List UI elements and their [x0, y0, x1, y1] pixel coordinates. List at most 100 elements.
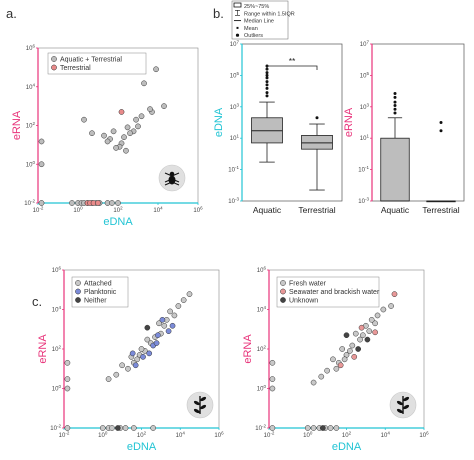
box-aquatic-outlier: [393, 95, 397, 99]
box-aquatic-outlier: [265, 86, 269, 90]
insect-silhouette-icon: [164, 171, 180, 186]
data-point-attached: [64, 359, 71, 366]
y-tick-label: 103: [360, 102, 370, 111]
data-point-aquatic-terrestrial: [38, 161, 45, 168]
legend-box: [47, 52, 147, 75]
data-point-fresh-water: [347, 348, 353, 354]
data-point-unknown: [355, 346, 362, 352]
x-axis-label: eDNA: [332, 441, 362, 453]
legend-entry-aquatic-terrestrial: Aquatic + Terrestrial: [60, 57, 122, 64]
data-point-seawater-and-brackish-water: [372, 329, 378, 336]
y-axis-label: eRNA: [37, 334, 49, 364]
box-aquatic-outlier: [265, 80, 269, 84]
insect-leg: [171, 178, 180, 183]
y-tick-label: 10-1: [228, 165, 239, 174]
legend-entry-planktonic: Planktonic: [84, 289, 117, 296]
box-aquatic-outlier: [265, 83, 269, 87]
y-tick-label: 107: [230, 40, 240, 49]
data-point-attached: [186, 291, 193, 297]
data-point-attached: [130, 425, 137, 431]
legend-marker-attached: [75, 280, 81, 286]
data-point-attached: [150, 425, 157, 431]
legend-range-symbol: [235, 10, 240, 16]
y-tick-label: 10-3: [228, 197, 239, 206]
insect-leg: [171, 181, 180, 186]
data-point-aquatic-terrestrial: [138, 113, 145, 120]
x-tick-label: 106: [419, 431, 429, 440]
data-point-planktonic: [132, 362, 139, 369]
y-tick-label: 106: [26, 44, 36, 53]
data-point-fresh-water: [269, 385, 276, 392]
legend-entry-25-75: 25%~75%: [244, 4, 269, 10]
data-point-fresh-water: [380, 306, 387, 313]
box-terrestrial-outlier: [315, 116, 319, 120]
data-point-planktonic: [165, 328, 172, 335]
data-point-fresh-water: [333, 425, 340, 431]
box-aquatic-outlier: [265, 71, 269, 75]
plant-silhouette-icon: [396, 396, 410, 414]
data-point-aquatic-terrestrial: [101, 132, 107, 139]
x-tick-label: 102: [137, 431, 147, 440]
data-point-planktonic: [159, 316, 166, 323]
y-tick-label: 100: [26, 160, 36, 169]
insect-leg: [164, 181, 173, 186]
legend-marker-seawater-and-brackish-water: [280, 288, 286, 295]
plant-leaf: [396, 400, 403, 406]
legend-marker-neither: [75, 297, 81, 303]
y-tick-label: 102: [26, 121, 36, 130]
x-tick-label: 10-2: [264, 431, 275, 440]
data-point-attached: [64, 376, 71, 382]
data-point-attached: [99, 425, 106, 431]
data-point-aquatic-terrestrial: [123, 147, 129, 154]
x-tick-label: 104: [381, 431, 391, 440]
data-point-attached: [156, 320, 162, 327]
plant-leaf: [193, 400, 200, 406]
y-axis-label: eRNA: [242, 334, 254, 364]
box-aquatic-outlier: [265, 94, 269, 98]
legend-outlier-symbol: [235, 33, 240, 37]
x-axis-label: eDNA: [103, 216, 133, 228]
data-point-aquatic-terrestrial: [38, 200, 45, 206]
data-point-attached: [144, 336, 151, 343]
data-point-aquatic-terrestrial: [127, 130, 133, 137]
data-point-unknown: [343, 332, 350, 339]
data-point-fresh-water: [269, 376, 276, 382]
data-point-fresh-water: [310, 425, 317, 431]
legend-marker-unknown: [280, 297, 286, 303]
data-point-aquatic-terrestrial: [69, 200, 75, 206]
box-aquatic-outlier: [265, 76, 269, 80]
category-label-aquatic: Aquatic: [253, 205, 282, 215]
data-point-aquatic-terrestrial: [141, 80, 147, 87]
data-point-attached: [64, 425, 71, 431]
y-tick-label: 103: [230, 102, 240, 111]
data-point-attached: [122, 425, 129, 431]
data-point-attached: [171, 312, 178, 319]
data-point-aquatic-terrestrial: [161, 103, 167, 109]
data-point-planktonic: [153, 340, 160, 346]
data-point-fresh-water: [318, 373, 325, 380]
data-point-fresh-water: [333, 365, 340, 372]
panel-label-c: c.: [32, 294, 42, 309]
x-tick-label: 104: [176, 431, 186, 440]
y-tick-label: 10-2: [50, 424, 61, 433]
data-point-fresh-water: [366, 328, 373, 335]
data-point-attached: [109, 425, 115, 431]
data-point-attached: [167, 308, 173, 315]
legend-entry-median-line: Median Line: [244, 19, 274, 25]
data-point-terrestrial: [118, 109, 125, 115]
legend-mean-symbol: [236, 26, 239, 29]
box-aquatic-outlier: [265, 73, 269, 77]
data-point-neither: [114, 425, 121, 431]
scatter-panel-c-habit: 10-210-2 100 100 102 102 104 104 106 106 eDNA eRNA…: [37, 266, 224, 454]
y-tick-label: 106: [257, 266, 267, 275]
plant-silhouette-icon: [193, 396, 207, 414]
box-terrestrial-iqr: [301, 135, 333, 150]
x-axis-label: eDNA: [127, 441, 157, 453]
x-tick-label: 10-2: [59, 431, 70, 440]
y-tick-label: 10-2: [24, 199, 35, 208]
plant-leaf: [200, 404, 207, 410]
data-point-aquatic-terrestrial: [81, 116, 87, 123]
category-label-terrestrial: Terrestrial: [298, 205, 335, 215]
box-aquatic-outlier: [393, 107, 397, 111]
box-panel-b-erna: 10-3 10-1 101 103 105 107 eRNA Aquatic Terrestri…: [343, 40, 465, 215]
